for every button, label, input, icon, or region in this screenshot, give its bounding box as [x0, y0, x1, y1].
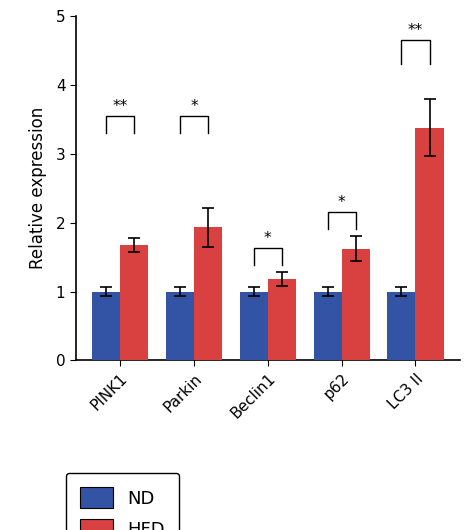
Legend: ND, HFD: ND, HFD	[66, 473, 179, 530]
Bar	[342, 249, 370, 360]
Bar	[416, 128, 444, 360]
Bar	[194, 227, 222, 360]
Text: *: *	[264, 231, 272, 246]
Bar	[166, 292, 194, 360]
Y-axis label: Relative expression: Relative expression	[29, 107, 47, 269]
Text: *: *	[190, 99, 198, 114]
Text: **: **	[112, 99, 128, 114]
Bar	[268, 279, 296, 360]
Bar	[120, 245, 148, 360]
Bar	[387, 292, 416, 360]
Text: **: **	[408, 23, 423, 38]
Bar	[92, 292, 120, 360]
Bar	[240, 292, 268, 360]
Text: *: *	[338, 195, 346, 210]
Bar	[314, 292, 342, 360]
